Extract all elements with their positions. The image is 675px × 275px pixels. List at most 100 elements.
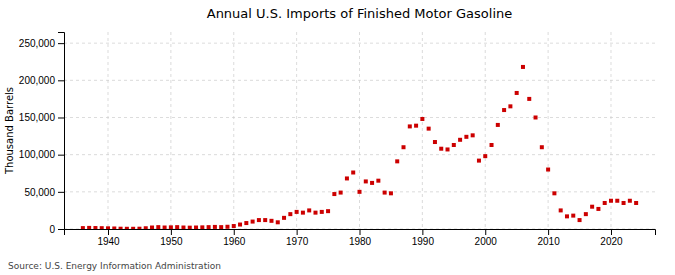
point bbox=[389, 191, 393, 195]
x-tick: 2000 bbox=[475, 229, 498, 247]
x-axis: 194019501960197019801990200020102020 bbox=[65, 229, 656, 247]
x-tick-mark bbox=[108, 229, 109, 235]
title: Annual U.S. Imports of Finished Motor Ga… bbox=[207, 6, 513, 21]
point bbox=[232, 224, 236, 228]
y-tick-label: 200,000 bbox=[19, 75, 56, 86]
point bbox=[163, 226, 167, 229]
x-tick-label: 1940 bbox=[97, 236, 120, 247]
y-tick: 200,000 bbox=[19, 75, 64, 86]
point bbox=[351, 171, 355, 175]
point bbox=[295, 210, 299, 214]
annotation: Source: U.S. Energy Information Administ… bbox=[8, 261, 221, 271]
x-grid-line bbox=[233, 32, 234, 229]
point bbox=[446, 147, 450, 151]
y-tick-mark bbox=[58, 43, 64, 44]
x-tick-mark bbox=[234, 229, 235, 235]
point bbox=[615, 199, 619, 203]
point bbox=[144, 226, 148, 229]
point bbox=[464, 135, 468, 139]
x-tick-label: 2020 bbox=[600, 236, 623, 247]
point bbox=[584, 212, 588, 216]
point bbox=[439, 147, 443, 151]
point bbox=[414, 124, 418, 128]
y-grid-line bbox=[64, 43, 655, 44]
x-grid-line bbox=[422, 32, 423, 229]
point bbox=[458, 138, 462, 142]
point bbox=[119, 227, 123, 229]
x-tick-mark bbox=[422, 229, 423, 235]
point bbox=[106, 226, 110, 229]
y-tick: 50,000 bbox=[24, 187, 64, 198]
y-tick-mark bbox=[58, 80, 64, 81]
point bbox=[263, 218, 267, 222]
y-tick: 0 bbox=[49, 224, 64, 235]
x-tick: 1960 bbox=[223, 229, 246, 247]
x-tick: 1980 bbox=[349, 229, 372, 247]
point bbox=[559, 208, 563, 212]
point bbox=[546, 168, 550, 172]
point bbox=[596, 207, 600, 211]
point bbox=[282, 216, 286, 220]
y-grid-line bbox=[64, 117, 655, 118]
point bbox=[207, 225, 211, 229]
point bbox=[169, 225, 173, 229]
point bbox=[552, 191, 556, 195]
point bbox=[131, 227, 135, 229]
point bbox=[125, 227, 129, 229]
x-tick-label: 2010 bbox=[537, 236, 560, 247]
point bbox=[326, 209, 330, 213]
point bbox=[433, 140, 437, 144]
point bbox=[320, 210, 324, 214]
point bbox=[251, 220, 255, 224]
point bbox=[571, 214, 575, 218]
point bbox=[402, 145, 406, 149]
y-tick-mark bbox=[58, 229, 64, 230]
x-tick: 2020 bbox=[600, 229, 623, 247]
x-tick: 1940 bbox=[97, 229, 120, 247]
x-tick-mark bbox=[297, 229, 298, 235]
x-tick: 2010 bbox=[537, 229, 560, 247]
point bbox=[200, 225, 204, 229]
point bbox=[100, 226, 104, 229]
x-grid-line bbox=[108, 32, 109, 229]
point bbox=[565, 214, 569, 218]
point bbox=[370, 181, 374, 185]
y-axis-line bbox=[58, 33, 65, 230]
x-tick-label: 1990 bbox=[412, 236, 435, 247]
point bbox=[578, 218, 582, 222]
point bbox=[276, 220, 280, 224]
point bbox=[225, 225, 229, 229]
point bbox=[515, 91, 519, 95]
point bbox=[628, 199, 632, 203]
point bbox=[609, 199, 613, 203]
x-tick-label: 1980 bbox=[349, 236, 372, 247]
x-grid-line bbox=[485, 32, 486, 229]
x-grid-line bbox=[170, 32, 171, 229]
y-grid-line bbox=[64, 154, 655, 155]
point bbox=[339, 191, 343, 195]
point bbox=[496, 123, 500, 127]
point bbox=[508, 104, 512, 108]
point bbox=[471, 133, 475, 137]
x-grid-line bbox=[359, 32, 360, 229]
point bbox=[257, 218, 261, 222]
points bbox=[81, 65, 638, 229]
point bbox=[332, 192, 336, 196]
point bbox=[622, 201, 626, 205]
x-tick-label: 1960 bbox=[223, 236, 246, 247]
y-tick-label: 150,000 bbox=[19, 112, 56, 123]
point bbox=[490, 143, 494, 147]
point bbox=[420, 117, 424, 121]
point bbox=[175, 225, 179, 229]
point bbox=[345, 176, 349, 180]
y-axis: 050,000100,000150,000200,000250,000 bbox=[19, 33, 65, 235]
point bbox=[427, 127, 431, 131]
x-tick: 1950 bbox=[160, 229, 183, 247]
x-tick-label: 1950 bbox=[160, 236, 183, 247]
y-tick-mark bbox=[58, 155, 64, 156]
y-tick: 100,000 bbox=[19, 149, 64, 160]
point bbox=[534, 115, 538, 119]
point bbox=[93, 226, 97, 229]
point bbox=[194, 226, 198, 229]
point bbox=[288, 212, 292, 216]
